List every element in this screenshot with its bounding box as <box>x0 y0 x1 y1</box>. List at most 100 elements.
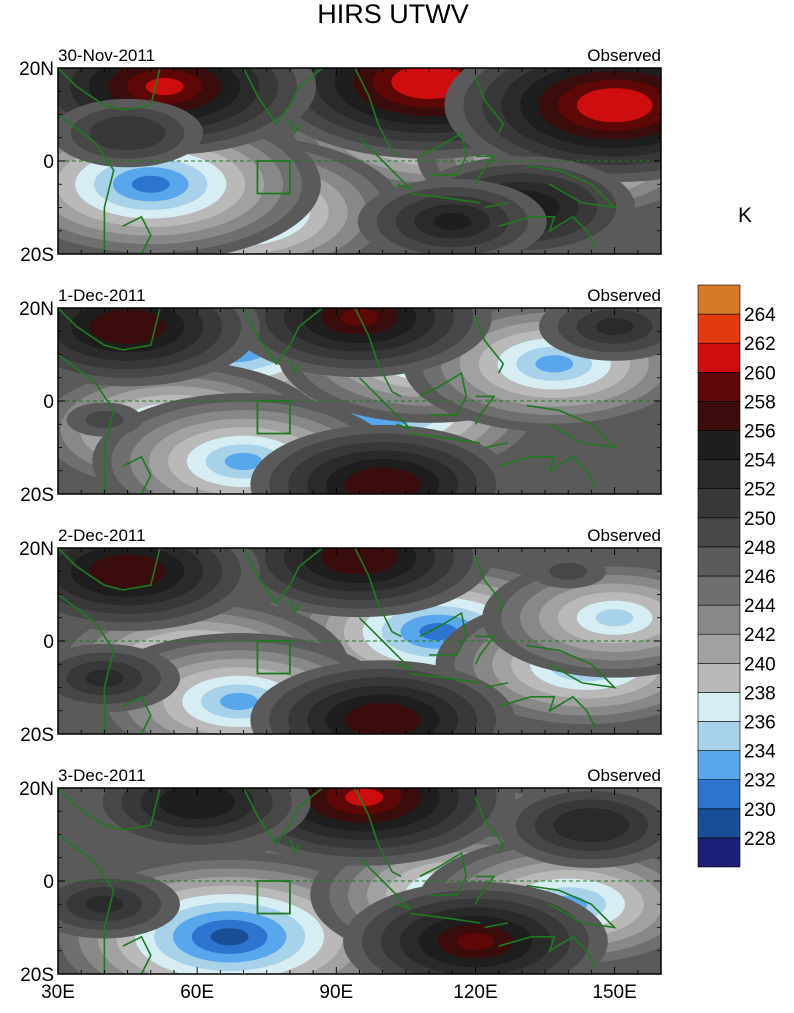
coastline <box>410 432 481 444</box>
coastline <box>410 672 481 684</box>
panel-date: 3-Dec-2011 <box>58 766 146 785</box>
colorbar-tick-label: 246 <box>744 567 776 588</box>
colorbar-segment <box>697 692 741 722</box>
colorbar-segment <box>697 371 741 402</box>
coastline <box>358 377 412 430</box>
colorbar-segment <box>697 488 741 519</box>
colorbar-tick-label: 244 <box>744 596 776 617</box>
coastline <box>354 788 402 878</box>
coastline <box>58 788 161 831</box>
contour-level <box>572 816 611 834</box>
coastline <box>242 788 323 846</box>
colorbar-tick-label: 254 <box>744 451 776 472</box>
coastline <box>122 695 152 734</box>
colorbar-tick-label: 238 <box>744 683 776 704</box>
y-tick-label: 20S <box>20 965 54 986</box>
coastline <box>354 308 402 398</box>
colorbar-tick-label: 260 <box>744 363 776 384</box>
map-panel: 1-Dec-2011 Observed 20N 0 20S <box>19 286 662 506</box>
contour-level <box>549 562 588 580</box>
coastline <box>526 644 617 689</box>
colorbar-tick-label: 264 <box>744 305 776 326</box>
panel-date: 2-Dec-2011 <box>58 526 146 545</box>
colorbar-segment <box>697 779 741 810</box>
y-tick-label: 20S <box>20 725 54 746</box>
contour-level <box>85 669 124 687</box>
colorbar-segment <box>697 837 741 868</box>
contour-level <box>220 692 258 710</box>
y-tick-label: 20N <box>19 299 54 320</box>
contour-level <box>363 476 402 494</box>
coastline <box>358 857 412 910</box>
coastline <box>58 593 115 734</box>
contour-level <box>224 452 263 471</box>
colorbar-tick-label: 256 <box>744 422 776 443</box>
contour-level <box>131 175 170 193</box>
map-panel: 2-Dec-2011 Observed 20N 0 20S <box>19 526 662 746</box>
colorbar-tick-label: 240 <box>744 654 776 675</box>
contour-level <box>419 623 458 641</box>
coastline <box>526 404 617 449</box>
coastline <box>58 113 115 254</box>
colorbar-segment <box>697 604 741 635</box>
colorbar-segment <box>697 342 741 373</box>
x-tick-label: 150E <box>592 982 636 1003</box>
coastline <box>58 548 161 591</box>
contour-level <box>345 788 384 806</box>
y-tick-label: 0 <box>43 392 54 413</box>
coastline <box>474 395 496 425</box>
y-tick-label: 0 <box>43 872 54 893</box>
contour-level <box>456 932 495 950</box>
coastline <box>242 68 323 126</box>
colorbar-segment <box>697 546 741 577</box>
coastline <box>242 308 323 366</box>
colorbar-tick-label: 232 <box>744 771 776 792</box>
coastline <box>498 935 597 970</box>
coastline <box>242 548 323 606</box>
study-box <box>256 640 291 675</box>
colorbar-segment <box>697 284 741 315</box>
coastline <box>58 833 115 974</box>
y-tick-label: 20N <box>19 539 54 560</box>
contour-level <box>178 793 217 811</box>
x-tick-label: 90E <box>319 982 353 1003</box>
contour-level <box>85 411 124 429</box>
colorbar-segment <box>697 750 741 780</box>
coastline <box>474 77 505 134</box>
contour-field <box>58 788 661 974</box>
coastline <box>358 617 412 670</box>
colorbar-segment <box>697 517 741 548</box>
y-tick-label: 0 <box>43 152 54 173</box>
contour-level <box>433 212 472 230</box>
coastline <box>474 317 505 374</box>
x-tick-label: 120E <box>453 982 497 1003</box>
coastline <box>484 202 509 209</box>
colorbar-tick-label: 234 <box>744 742 776 763</box>
contour-level <box>595 96 634 114</box>
coastline <box>498 695 597 730</box>
study-box <box>256 880 291 915</box>
colorbar-segment <box>697 633 741 664</box>
coastline <box>526 164 617 209</box>
coastline <box>498 215 597 250</box>
colorbar-unit: K <box>738 204 752 227</box>
coastline <box>474 155 496 185</box>
contour-level <box>410 73 448 91</box>
coastline <box>410 912 481 924</box>
coastline <box>122 215 152 254</box>
colorbar-tick-label: 230 <box>744 800 776 821</box>
contour-level <box>595 609 634 627</box>
x-tick-label: 60E <box>180 982 214 1003</box>
coastline <box>419 371 468 416</box>
panel-date: 1-Dec-2011 <box>58 286 146 305</box>
colorbar-segment <box>697 430 741 460</box>
colorbar-tick-label: 252 <box>744 480 776 501</box>
panel-date: 30-Nov-2011 <box>58 46 155 65</box>
y-tick-label: 20N <box>19 779 54 800</box>
coastline <box>410 192 481 204</box>
contour-level <box>108 124 147 142</box>
colorbar-segment <box>697 401 741 431</box>
coastline <box>419 851 468 896</box>
coastline <box>484 442 509 449</box>
